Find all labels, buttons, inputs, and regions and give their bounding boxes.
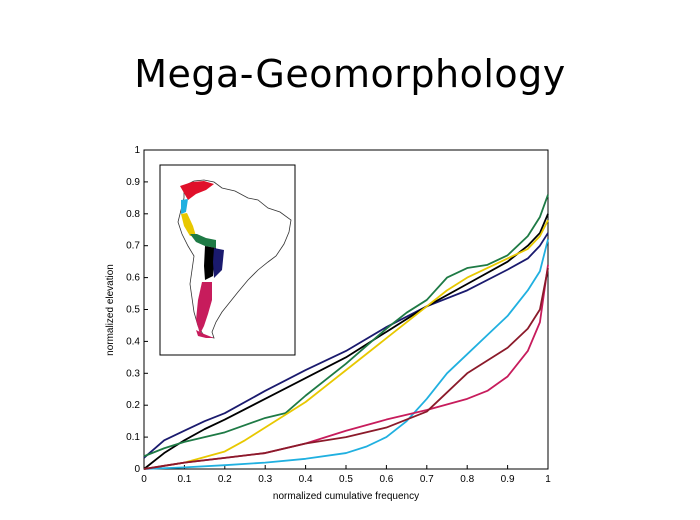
series-line-2 — [143, 213, 549, 470]
series-group — [143, 194, 549, 470]
slide-title: Mega-Geomorphology — [134, 52, 566, 96]
andes-yellow — [181, 213, 196, 236]
series-line-4 — [143, 219, 549, 470]
y-axis-label: normalized elevation — [105, 264, 116, 356]
y-tick-label: 0.1 — [126, 432, 140, 443]
y-tick-label: 0.8 — [126, 209, 140, 220]
andes-magenta — [196, 282, 212, 334]
x-tick-label: 0.1 — [177, 474, 191, 485]
y-tick-label: 0.9 — [126, 177, 140, 188]
y-tick-label: 0.6 — [126, 273, 140, 284]
x-tick-label: 0.3 — [258, 474, 272, 485]
andes-black — [204, 246, 216, 280]
series-line-7 — [143, 267, 549, 470]
y-tick-label: 0.5 — [126, 305, 140, 316]
series-line-3 — [143, 194, 549, 458]
andes-red — [180, 181, 214, 200]
x-tick-label: 0.2 — [218, 474, 232, 485]
x-tick-label: 0.5 — [339, 474, 353, 485]
x-tick-label: 1 — [545, 474, 551, 485]
andes-green — [190, 234, 216, 248]
x-tick-label: 0.6 — [379, 474, 393, 485]
inset-frame — [159, 164, 296, 356]
andes-cyan — [181, 199, 188, 214]
y-tick-label: 0.4 — [126, 336, 140, 347]
andes-navy — [213, 248, 224, 278]
y-tick-label: 0.3 — [126, 368, 140, 379]
x-tick-label: 0.9 — [501, 474, 515, 485]
x-axis-label: normalized cumulative frequency — [273, 491, 419, 502]
x-tick-label: 0 — [141, 474, 147, 485]
series-line-5 — [143, 239, 549, 470]
tick-group: 0 0.1 0.2 0.3 0.4 0.5 0.6 0.7 0.8 0.9 1 0 0.1 0.2 0.3 0… — [126, 145, 551, 485]
x-tick-label: 0.7 — [420, 474, 434, 485]
andes-tip — [196, 330, 214, 338]
y-tick-label: 0.7 — [126, 241, 140, 252]
series-line-1 — [143, 232, 549, 459]
continent-outline — [177, 179, 292, 339]
x-tick-label: 0.4 — [299, 474, 313, 485]
y-tick-label: 0 — [134, 464, 140, 475]
x-tick-label: 0.8 — [460, 474, 474, 485]
inset-map — [159, 164, 296, 356]
y-tick-label: 1 — [134, 145, 140, 156]
y-tick-label: 0.2 — [126, 400, 140, 411]
